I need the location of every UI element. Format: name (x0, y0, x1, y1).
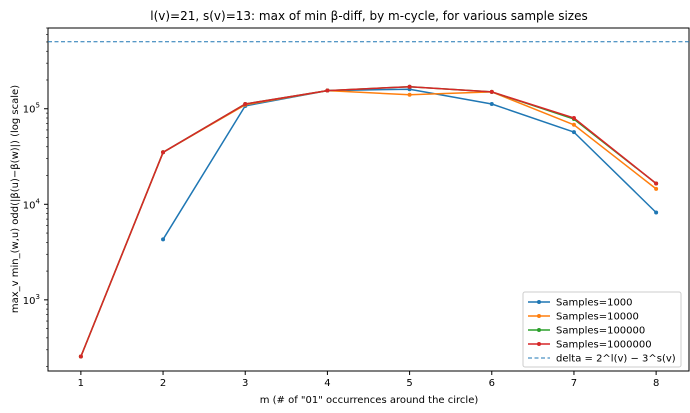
x-axis-label: m (# of "01" occurrences around the circ… (260, 395, 479, 406)
data-point (407, 92, 412, 97)
plot-area (47, 27, 690, 372)
series-line (80, 85, 657, 357)
data-point (161, 150, 166, 155)
series-4 (78, 84, 659, 359)
y-tick-label: 103 (23, 293, 40, 307)
data-point (243, 102, 248, 107)
x-tick-label: 2 (160, 378, 166, 389)
x-tick-label: 3 (242, 378, 248, 389)
legend-marker (537, 328, 541, 332)
y-tick-base: 10 (23, 200, 36, 211)
x-tick-label: 6 (489, 378, 495, 389)
legend-label: Samples=100000 (556, 326, 645, 337)
series-line (162, 88, 657, 240)
data-point (571, 116, 576, 121)
x-tick-label: 7 (571, 378, 577, 389)
legend-label: Samples=1000 (556, 298, 633, 309)
legend-box (522, 291, 682, 368)
legend: Samples=1000 Samples=10000 Samples=100000 S… (522, 291, 682, 368)
data-point (489, 102, 494, 107)
y-tick-exponent: 4 (36, 197, 41, 205)
y-tick-base: 10 (23, 296, 36, 307)
y-tick-label: 105 (23, 102, 40, 116)
data-point (654, 186, 659, 191)
y-tick-label: 104 (23, 197, 41, 211)
x-tick-label: 4 (324, 378, 330, 389)
chart-title: l(v)=21, s(v)=13: max of min β-diff, by … (150, 9, 587, 23)
x-tick-label: 5 (406, 378, 412, 389)
y-tick-exponent: 5 (36, 102, 40, 110)
data-point (654, 181, 659, 186)
legend-label: delta = 2^l(v) − 3^s(v) (556, 354, 676, 365)
data-point (489, 89, 494, 94)
legend-marker (537, 314, 541, 318)
legend-label: Samples=1000000 (556, 340, 652, 351)
legend-label: Samples=10000 (556, 312, 639, 323)
data-point (407, 84, 412, 89)
y-axis-label: max_v min_(w,u) odd(|β(u)−β(w)|) (log sc… (10, 85, 21, 313)
data-point (161, 237, 166, 242)
x-tick-label: 8 (653, 378, 659, 389)
data-point (325, 88, 330, 93)
y-tick-base: 10 (23, 105, 36, 116)
y-tick-exponent: 3 (36, 293, 40, 301)
legend-marker (537, 342, 541, 346)
legend-marker (537, 300, 541, 304)
x-tick-label: 1 (78, 378, 84, 389)
data-point (654, 210, 659, 215)
data-point (571, 130, 576, 135)
data-point (571, 122, 576, 127)
data-point (78, 354, 83, 359)
